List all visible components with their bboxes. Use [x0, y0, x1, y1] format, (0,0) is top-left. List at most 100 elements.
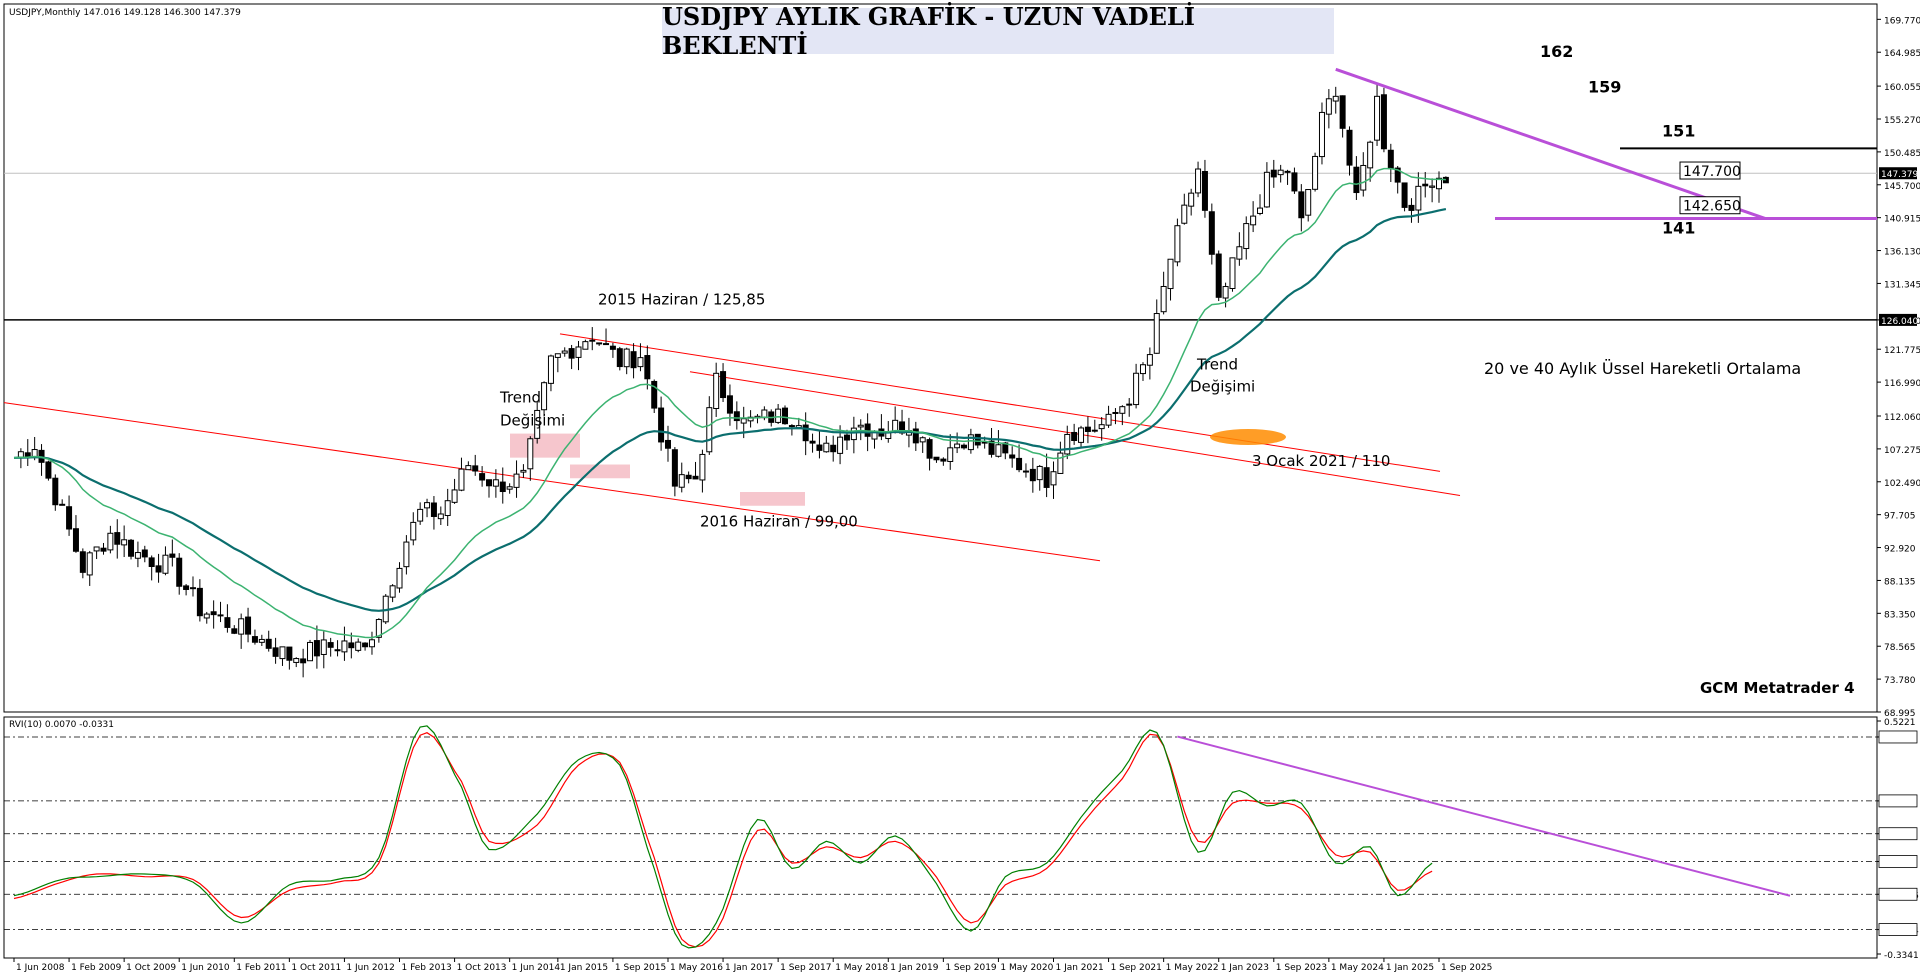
candle-bear — [568, 348, 575, 359]
candle-bull — [837, 436, 844, 454]
candle-bear — [52, 477, 59, 506]
price-axis-label: 145.700 — [1884, 182, 1920, 192]
candle-bear — [224, 617, 231, 628]
watermark: GCM Metatrader 4 — [1700, 679, 1855, 697]
candle-bull — [1174, 225, 1181, 263]
x-axis-label: 1 May 2020 — [1000, 963, 1053, 973]
candle-bull — [1036, 465, 1043, 481]
price-axis-label: 102.490 — [1884, 479, 1920, 489]
price-axis-label: 112.060 — [1884, 413, 1920, 423]
x-axis-label: 1 Sep 2017 — [780, 963, 831, 973]
candle-bull — [396, 567, 403, 589]
candle-bear — [66, 506, 73, 530]
trend-change-highlight-1 — [510, 433, 580, 458]
candle-bull — [320, 639, 327, 655]
candle-bull — [86, 552, 93, 576]
x-axis-label: 1 Jan 2023 — [1221, 963, 1269, 973]
candle-bear — [128, 539, 135, 557]
label-142650-box — [1679, 196, 1741, 215]
candle-bull — [162, 554, 169, 574]
price-axis-label: 107.275 — [1884, 446, 1920, 456]
candle-bull — [1133, 372, 1140, 406]
price-axis-label: 68.995 — [1884, 709, 1916, 719]
candle-bull — [554, 353, 561, 358]
candle-bear — [231, 628, 238, 634]
candle-bull — [293, 658, 300, 663]
candle-bull — [1325, 98, 1332, 115]
candle-bear — [362, 642, 369, 648]
candle-bull — [1153, 313, 1160, 354]
price-axis-label: 136.130 — [1884, 248, 1920, 258]
candle-bull — [699, 453, 706, 481]
x-axis-label: 1 Oct 2013 — [457, 963, 507, 973]
candle-bear — [1339, 95, 1346, 129]
candle-bear — [782, 407, 789, 425]
candle-bull — [1229, 257, 1236, 290]
level-126-tag — [1879, 313, 1917, 326]
candle-bear — [720, 371, 727, 399]
candle-bear — [1029, 468, 1036, 482]
x-axis-label: 1 Jan 2021 — [1055, 963, 1103, 973]
x-axis-label: 1 Jun 2010 — [181, 963, 230, 973]
candle-bull — [1160, 285, 1167, 313]
candle-bear — [1401, 182, 1408, 208]
candle-bear — [671, 449, 678, 487]
x-axis-label: 1 Oct 2011 — [291, 963, 341, 973]
price-axis-label: 160.055 — [1884, 83, 1920, 93]
price-axis-label: 83.350 — [1884, 610, 1916, 620]
current-price-label: 147.379 — [1881, 170, 1918, 180]
candle-bull — [1263, 171, 1270, 208]
rvi-signal-line — [13, 732, 1433, 948]
x-axis-label: 1 Sep 2025 — [1441, 963, 1492, 973]
candle-bull — [561, 350, 568, 354]
candle-bull — [541, 382, 548, 411]
candle-bull — [1119, 406, 1126, 414]
chart-title: USDJPY AYLIK GRAFİK - UZUN VADELİ BEKLEN… — [662, 2, 1334, 60]
label-ema-note: 20 ve 40 Aylık Üssel Hareketli Ortalama — [1484, 359, 1801, 378]
price-axis-label: 97.705 — [1884, 512, 1916, 522]
candle-bull — [740, 418, 747, 424]
candle-bear — [1091, 429, 1098, 432]
trendline-upper-1 — [559, 333, 1441, 472]
candle-bear — [1353, 166, 1360, 194]
label-peak-162: 162 — [1540, 42, 1573, 61]
ema40-line — [13, 208, 1447, 612]
candle-bear — [726, 395, 733, 414]
candle-bull — [375, 619, 382, 638]
candle-bear — [245, 616, 252, 635]
candle-bear — [1208, 211, 1215, 255]
candle-bear — [961, 444, 967, 449]
candle-bull — [1429, 185, 1436, 188]
candle-bear — [1043, 467, 1050, 488]
candle-bull — [589, 339, 596, 342]
candle-bear — [272, 647, 279, 657]
label-2015-high: 2015 Haziran / 125,85 — [598, 290, 765, 308]
candle-bear — [926, 439, 933, 459]
candle-bear — [79, 551, 86, 573]
rvi-level-tag — [1878, 730, 1918, 744]
candle-bear — [788, 425, 795, 428]
candle-bear — [1387, 149, 1394, 170]
candle-bear — [499, 481, 506, 493]
candle-bear — [265, 638, 272, 649]
candle-bull — [1257, 207, 1264, 214]
x-axis-label: 1 May 2016 — [670, 963, 723, 973]
label-147700-text: 147.700 — [1683, 164, 1741, 180]
candle-bull — [1078, 427, 1085, 443]
candle-bear — [843, 434, 850, 441]
candle-bear — [430, 502, 437, 517]
candle-bull — [1415, 185, 1422, 211]
candle-bear — [313, 640, 320, 657]
x-axis-label: 1 Jun 2008 — [16, 963, 65, 973]
x-axis-label: 1 Feb 2013 — [402, 963, 452, 973]
price-axis-label: 121.775 — [1884, 346, 1920, 356]
candle-bear — [1346, 129, 1353, 166]
price-axis-label: 92.920 — [1884, 545, 1916, 555]
price-axis-label: 88.135 — [1884, 577, 1916, 587]
x-axis-label: 1 Oct 2009 — [126, 963, 176, 973]
candle-bull — [1098, 424, 1105, 430]
trend-change-highlight-1b — [570, 464, 630, 479]
price-axis-label: 140.915 — [1884, 215, 1920, 225]
candle-bull — [258, 638, 265, 643]
